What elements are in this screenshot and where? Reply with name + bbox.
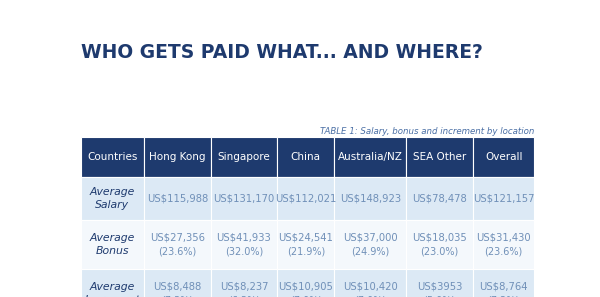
Text: (7.2%): (7.2%) xyxy=(488,296,520,297)
Bar xyxy=(334,138,406,177)
Bar xyxy=(473,269,535,297)
Text: US$31,430: US$31,430 xyxy=(476,233,531,242)
Text: Average
Increment: Average Increment xyxy=(85,282,140,297)
Text: US$41,933: US$41,933 xyxy=(217,233,271,242)
Text: Hong Kong: Hong Kong xyxy=(149,152,206,162)
Text: (6.3%): (6.3%) xyxy=(228,296,260,297)
Bar xyxy=(144,269,211,297)
Text: US$18,035: US$18,035 xyxy=(412,233,467,242)
Bar xyxy=(80,138,144,177)
Bar xyxy=(473,220,535,269)
Text: US$3953: US$3953 xyxy=(417,282,462,292)
Text: US$78,478: US$78,478 xyxy=(412,194,467,203)
Text: US$131,170: US$131,170 xyxy=(214,194,275,203)
Text: (7.0%): (7.0%) xyxy=(290,296,322,297)
Bar xyxy=(334,220,406,269)
Text: US$148,923: US$148,923 xyxy=(340,194,401,203)
Bar xyxy=(473,138,535,177)
Text: Singapore: Singapore xyxy=(218,152,271,162)
Text: (23.6%): (23.6%) xyxy=(485,246,523,256)
Text: China: China xyxy=(291,152,321,162)
Text: TABLE 1: Salary, bonus and increment by location: TABLE 1: Salary, bonus and increment by … xyxy=(320,127,535,136)
Text: WHO GETS PAID WHAT... AND WHERE?: WHO GETS PAID WHAT... AND WHERE? xyxy=(80,42,482,61)
Bar xyxy=(406,177,473,220)
Text: US$112,021: US$112,021 xyxy=(275,194,337,203)
Text: (7.3%): (7.3%) xyxy=(161,296,193,297)
Text: US$8,237: US$8,237 xyxy=(220,282,268,292)
Text: US$8,488: US$8,488 xyxy=(153,282,202,292)
Bar xyxy=(80,269,144,297)
Text: (5.0%): (5.0%) xyxy=(424,296,455,297)
Bar xyxy=(144,177,211,220)
Text: (21.9%): (21.9%) xyxy=(287,246,325,256)
Bar xyxy=(406,220,473,269)
Bar xyxy=(144,138,211,177)
Text: US$10,420: US$10,420 xyxy=(343,282,398,292)
Bar xyxy=(80,220,144,269)
Bar xyxy=(277,177,334,220)
Text: Overall: Overall xyxy=(485,152,523,162)
Bar xyxy=(277,220,334,269)
Bar xyxy=(80,177,144,220)
Text: (24.9%): (24.9%) xyxy=(351,246,389,256)
Text: SEA Other: SEA Other xyxy=(413,152,466,162)
Bar xyxy=(277,138,334,177)
Text: Australia/NZ: Australia/NZ xyxy=(338,152,403,162)
Bar xyxy=(211,177,277,220)
Text: US$27,356: US$27,356 xyxy=(150,233,205,242)
Bar xyxy=(211,138,277,177)
Text: US$8,764: US$8,764 xyxy=(479,282,528,292)
Bar xyxy=(277,269,334,297)
Bar xyxy=(334,177,406,220)
Text: (23.6%): (23.6%) xyxy=(158,246,197,256)
Text: (23.0%): (23.0%) xyxy=(421,246,459,256)
Bar xyxy=(144,220,211,269)
Text: US$10,905: US$10,905 xyxy=(278,282,333,292)
Bar xyxy=(406,138,473,177)
Text: Average
Salary: Average Salary xyxy=(89,187,135,210)
Bar xyxy=(211,220,277,269)
Text: (32.0%): (32.0%) xyxy=(225,246,263,256)
Text: US$115,988: US$115,988 xyxy=(147,194,208,203)
Bar xyxy=(406,269,473,297)
Text: US$121,157: US$121,157 xyxy=(473,194,535,203)
Text: US$37,000: US$37,000 xyxy=(343,233,398,242)
Bar xyxy=(473,177,535,220)
Text: (7.0%): (7.0%) xyxy=(354,296,386,297)
Bar xyxy=(211,269,277,297)
Text: Average
Bonus: Average Bonus xyxy=(89,233,135,256)
Text: Countries: Countries xyxy=(87,152,137,162)
Bar xyxy=(334,269,406,297)
Text: US$24,541: US$24,541 xyxy=(278,233,333,242)
